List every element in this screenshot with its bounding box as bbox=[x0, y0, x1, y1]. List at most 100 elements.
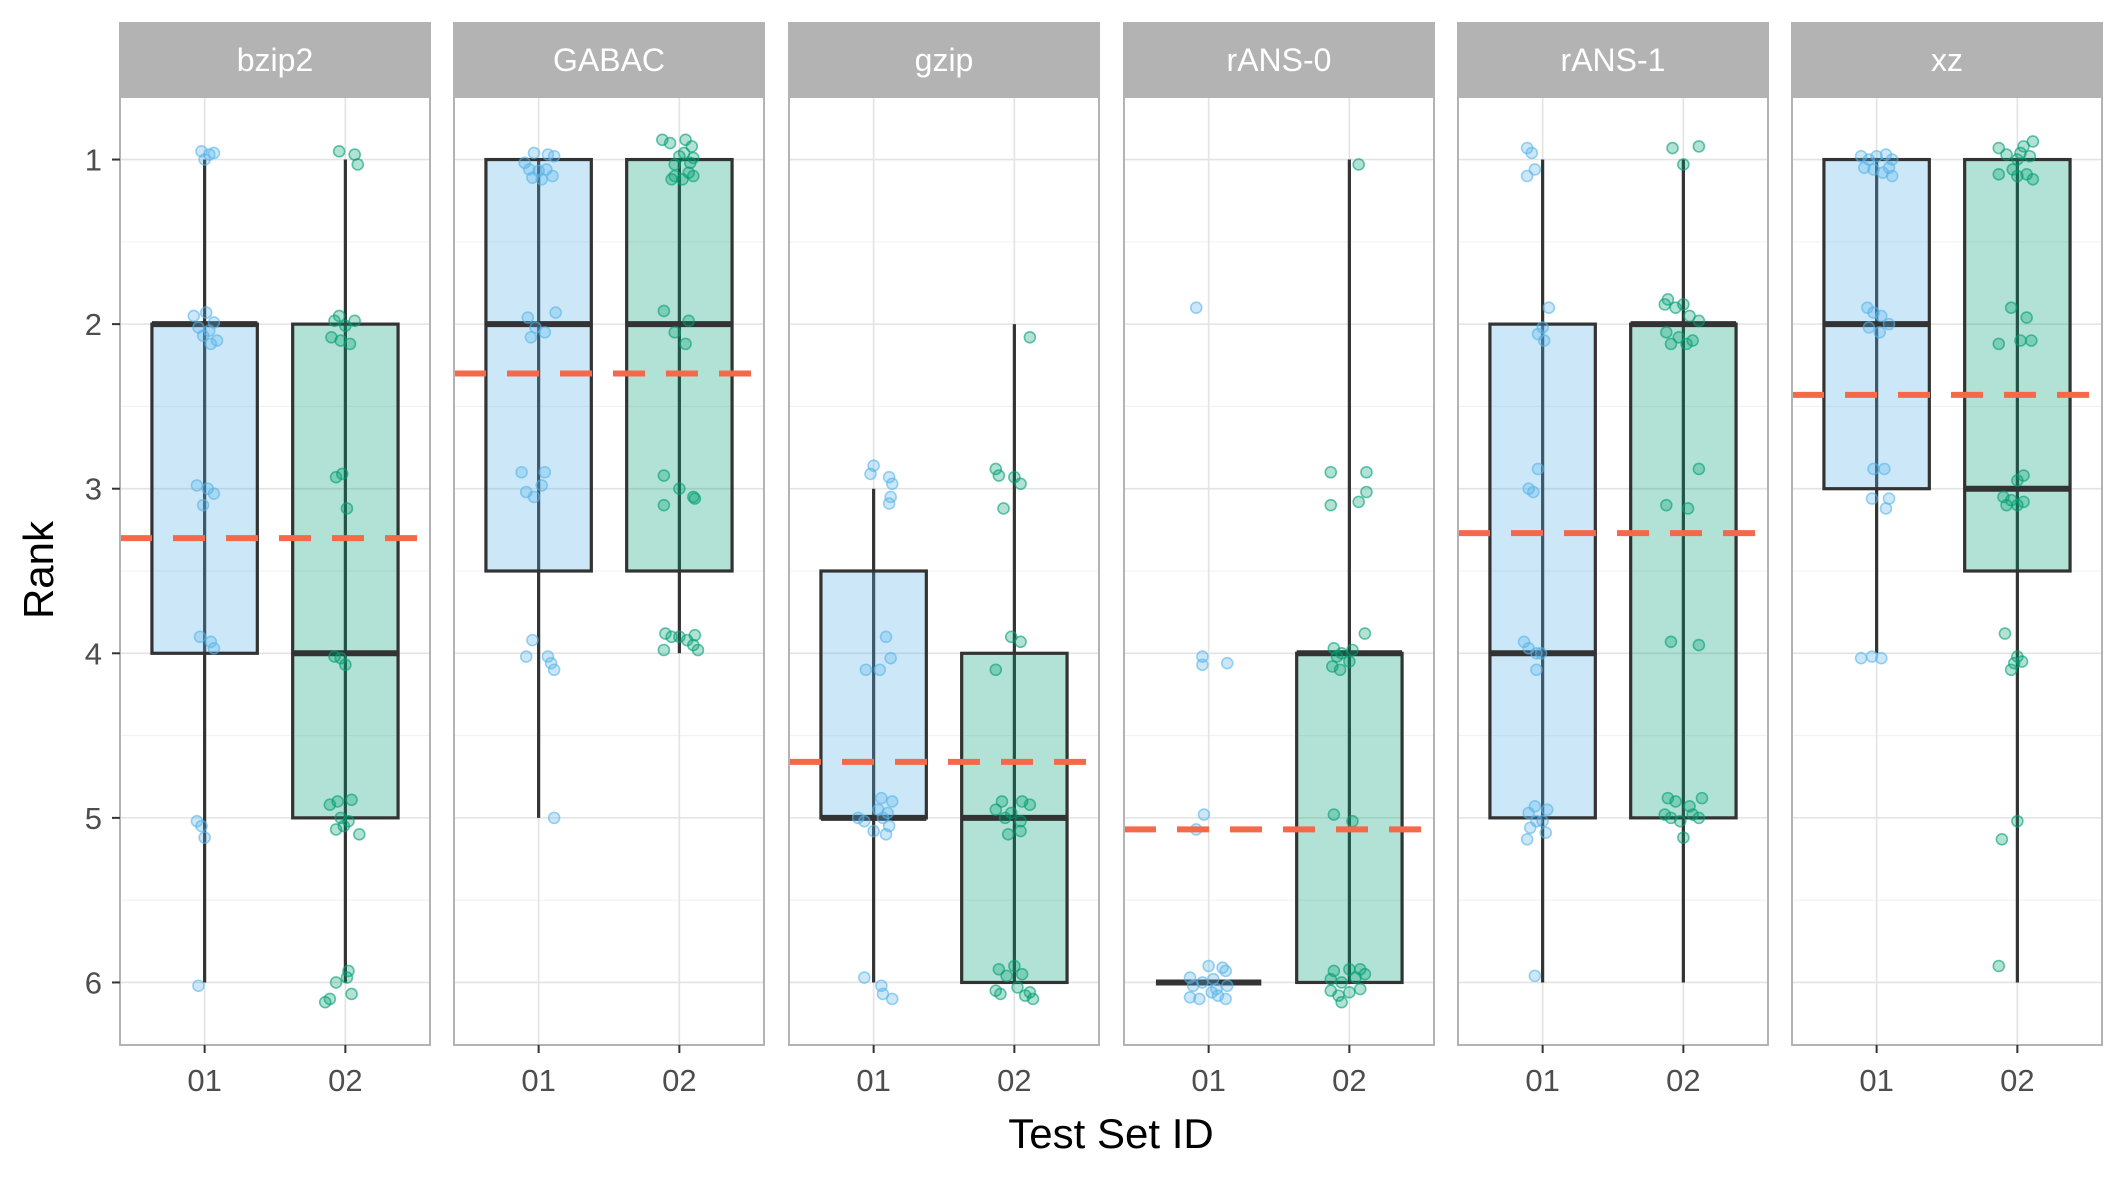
data-point bbox=[1528, 163, 1542, 176]
data-point bbox=[210, 334, 224, 347]
data-point bbox=[1343, 986, 1356, 999]
data-point bbox=[1680, 337, 1693, 351]
data-point bbox=[1692, 811, 1706, 825]
facet-strip bbox=[119, 22, 431, 98]
data-point bbox=[1661, 293, 1675, 306]
data-point bbox=[1520, 169, 1534, 183]
data-point bbox=[1202, 959, 1215, 973]
x-tick-label: 01 bbox=[1859, 1063, 1893, 1098]
data-point bbox=[207, 642, 221, 655]
data-point bbox=[875, 791, 888, 805]
x-tick-label: 01 bbox=[521, 1063, 555, 1098]
data-point bbox=[879, 828, 893, 841]
data-point bbox=[1992, 141, 2006, 155]
iqr-box bbox=[1488, 322, 1597, 820]
iqr-box bbox=[150, 322, 259, 655]
iqr-box bbox=[1295, 651, 1404, 985]
data-point bbox=[541, 650, 555, 663]
data-point bbox=[1522, 806, 1535, 820]
data-point bbox=[1023, 330, 1037, 344]
data-point bbox=[688, 628, 702, 642]
data-point bbox=[535, 172, 549, 186]
facet-panel-gzip: gzip 01 02 bbox=[788, 22, 1100, 1098]
box-GABAC-02 bbox=[625, 133, 734, 657]
data-point bbox=[1352, 158, 1365, 171]
data-point bbox=[196, 498, 210, 512]
facet-panel-GABAC: GABAC 01 02 bbox=[453, 22, 765, 1098]
data-point bbox=[1219, 992, 1232, 1006]
data-point bbox=[318, 995, 332, 1009]
data-point bbox=[1528, 969, 1542, 983]
data-point bbox=[657, 643, 671, 657]
data-point bbox=[688, 492, 702, 505]
data-point bbox=[1014, 477, 1027, 491]
data-point bbox=[1324, 498, 1338, 512]
data-point bbox=[1870, 149, 1883, 163]
data-point bbox=[657, 304, 671, 318]
iqr-box bbox=[1629, 322, 1738, 820]
data-point bbox=[1660, 498, 1673, 512]
data-point bbox=[524, 330, 538, 344]
data-point bbox=[1660, 326, 1673, 339]
data-point bbox=[1658, 808, 1672, 821]
data-point bbox=[882, 470, 896, 484]
data-point bbox=[858, 971, 871, 984]
data-point bbox=[1349, 971, 1362, 984]
data-point bbox=[1520, 832, 1534, 846]
data-point bbox=[851, 811, 865, 825]
data-point bbox=[1335, 995, 1348, 1009]
data-point bbox=[1219, 964, 1232, 978]
facet-strip-label: GABAC bbox=[553, 42, 665, 78]
data-point bbox=[339, 658, 352, 672]
data-point bbox=[668, 326, 682, 339]
data-point bbox=[989, 462, 1003, 476]
data-point bbox=[867, 824, 880, 838]
data-point bbox=[1011, 981, 1024, 994]
data-point bbox=[1865, 650, 1879, 663]
data-point bbox=[1995, 832, 2009, 846]
x-tick-label: 02 bbox=[997, 1063, 1031, 1098]
data-point bbox=[1358, 627, 1372, 640]
iqr-box bbox=[819, 569, 928, 820]
x-tick-label: 02 bbox=[328, 1063, 362, 1098]
data-point bbox=[1014, 814, 1027, 828]
data-point bbox=[1695, 791, 1709, 805]
data-point bbox=[1992, 959, 2006, 973]
data-point bbox=[332, 145, 346, 158]
data-point bbox=[1540, 803, 1554, 816]
y-tick-label: 3 bbox=[85, 472, 102, 507]
x-tick-label: 02 bbox=[1666, 1063, 1700, 1098]
data-point bbox=[1854, 651, 1868, 665]
data-point bbox=[1220, 656, 1234, 670]
data-point bbox=[2026, 135, 2040, 148]
data-point bbox=[1360, 465, 1373, 479]
facet-strip bbox=[788, 22, 1100, 98]
data-point bbox=[1867, 462, 1880, 476]
data-point bbox=[1527, 485, 1540, 499]
data-point bbox=[1681, 502, 1695, 515]
x-tick-label: 02 bbox=[662, 1063, 696, 1098]
y-tick-label: 6 bbox=[85, 965, 102, 1000]
data-point bbox=[882, 497, 896, 510]
data-point bbox=[679, 337, 692, 351]
data-point bbox=[1196, 658, 1209, 672]
data-point bbox=[1330, 650, 1344, 663]
y-tick-label: 2 bbox=[85, 307, 102, 342]
data-point bbox=[340, 502, 354, 515]
data-point bbox=[873, 663, 887, 677]
data-point bbox=[1537, 334, 1551, 347]
data-point bbox=[2004, 663, 2018, 677]
data-point bbox=[1023, 986, 1037, 999]
data-point bbox=[858, 814, 871, 828]
data-point bbox=[526, 171, 539, 184]
data-point bbox=[2015, 655, 2029, 668]
data-point bbox=[992, 962, 1006, 976]
x-tick-label: 01 bbox=[856, 1063, 890, 1098]
data-point bbox=[1885, 169, 1899, 183]
data-point bbox=[1193, 992, 1206, 1006]
box-gzip-02 bbox=[960, 324, 1069, 1006]
x-tick-label: 02 bbox=[2000, 1063, 2034, 1098]
data-point bbox=[673, 482, 686, 496]
data-point bbox=[1353, 982, 1367, 996]
